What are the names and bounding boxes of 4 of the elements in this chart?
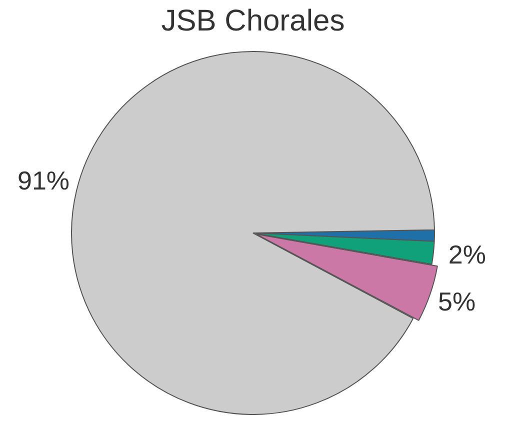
data-label: 2% (448, 240, 486, 270)
data-label: 5% (438, 286, 476, 316)
data-label: 91% (17, 166, 70, 196)
chart-title: JSB Chorales (161, 4, 345, 38)
